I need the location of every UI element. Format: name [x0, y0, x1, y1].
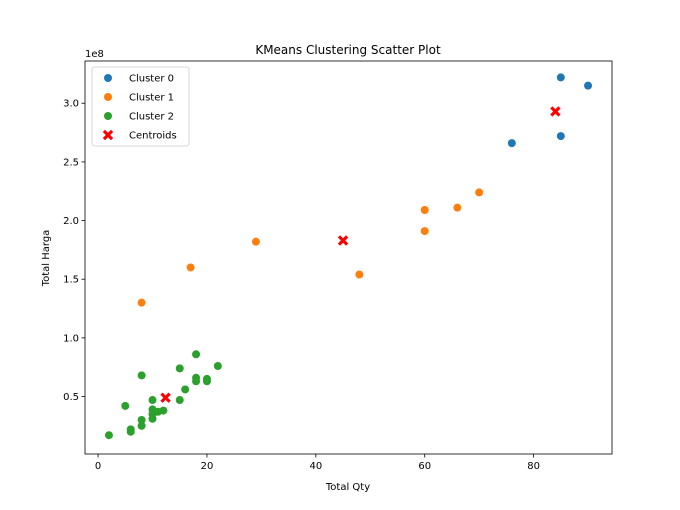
centroid-marker [337, 235, 349, 246]
data-point [556, 73, 565, 82]
data-point [175, 396, 184, 405]
data-point [453, 203, 462, 212]
centroid-marker [160, 392, 171, 403]
y-offset-text: 1e8 [85, 49, 104, 60]
data-point [137, 298, 146, 307]
y-tick-label: 2.0 [63, 216, 79, 227]
series-centroids [160, 106, 561, 403]
data-point [137, 371, 146, 380]
y-tick-label: 1.0 [63, 333, 79, 344]
data-point [584, 81, 593, 90]
chart-title: KMeans Clustering Scatter Plot [255, 43, 441, 57]
data-point [159, 406, 168, 415]
data-point [186, 263, 195, 272]
legend-marker [102, 129, 114, 141]
y-tick-label: 1.5 [63, 275, 79, 286]
x-tick-label: 40 [309, 461, 322, 472]
legend-label: Cluster 2 [129, 112, 174, 123]
axes-frame [84, 60, 613, 455]
y-tick-label: 0.5 [63, 392, 79, 403]
data-point [420, 227, 429, 236]
legend-label: Cluster 1 [129, 93, 174, 104]
data-point [181, 385, 190, 394]
legend: Cluster 0 Cluster 1 Cluster 2 Centroids [91, 66, 190, 147]
data-point [251, 237, 260, 246]
data-point [121, 401, 130, 410]
data-point [148, 414, 157, 423]
series-cluster-0 [507, 73, 593, 148]
data-point [202, 377, 211, 386]
x-tick-label: 60 [418, 461, 431, 472]
data-point [192, 350, 201, 359]
data-point [420, 205, 429, 214]
y-axis-label: Total Harga [41, 230, 52, 288]
data-point [507, 139, 516, 148]
centroid-marker [550, 106, 561, 117]
x-tick-label: 20 [201, 461, 214, 472]
data-point [137, 415, 146, 424]
data-point [192, 377, 201, 386]
legend-marker [104, 74, 112, 82]
data-point [148, 396, 157, 405]
x-tick-label: 80 [527, 461, 540, 472]
x-tick-label: 0 [95, 461, 101, 472]
y-tick-label: 3.0 [63, 99, 79, 110]
y-tick-label: 2.5 [63, 157, 79, 168]
series-cluster-1 [137, 188, 484, 307]
legend-label: Cluster 0 [129, 74, 174, 85]
legend-box [91, 66, 190, 147]
data-point [213, 362, 222, 371]
data-point [556, 132, 565, 141]
data-point [175, 364, 184, 373]
x-axis-label: Total Qty [325, 482, 370, 493]
data-point [475, 188, 484, 197]
legend-label: Centroids [129, 131, 177, 142]
data-point [355, 270, 364, 279]
series-cluster-2 [104, 350, 222, 440]
data-point [126, 427, 135, 436]
data-point [104, 431, 113, 440]
data-point [137, 421, 146, 430]
legend-marker [104, 93, 112, 101]
legend-marker [104, 112, 112, 120]
